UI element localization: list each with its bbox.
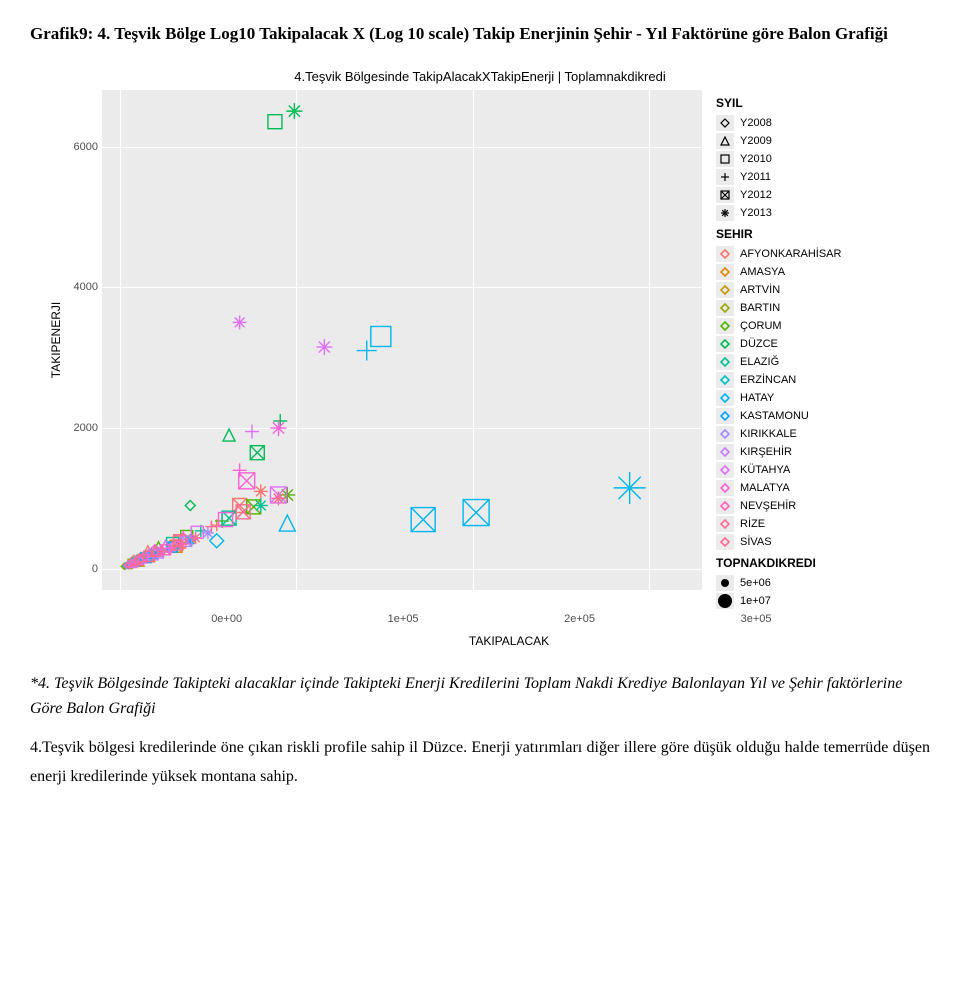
chart-container: 4.Teşvik Bölgesinde TakipAlacakXTakipEne… <box>30 65 930 648</box>
figure-caption: *4. Teşvik Bölgesinde Takipteki alacakla… <box>30 672 930 722</box>
page-heading: Grafik9: 4. Teşvik Bölge Log10 Takipalac… <box>30 20 930 47</box>
legend-item: ÇORUM <box>716 317 916 334</box>
legend-item: 1e+07 <box>716 592 916 609</box>
x-ticks: 0e+001e+052e+053e+05 <box>209 610 809 632</box>
chart-title: 4.Teşvik Bölgesinde TakipAlacakXTakipEne… <box>294 69 665 84</box>
y-axis-label: TAKIPENERJI <box>49 302 63 378</box>
legend-item: MALATYA <box>716 479 916 496</box>
body-paragraph: 4.Teşvik bölgesi kredilerinde öne çıkan … <box>30 734 930 792</box>
legend-item: AMASYA <box>716 263 916 280</box>
scatter-plot <box>102 90 702 590</box>
legend-item: ERZİNCAN <box>716 371 916 388</box>
legend-item: NEVŞEHİR <box>716 497 916 514</box>
y-ticks: 0200040006000 <box>68 90 102 590</box>
legend-item: HATAY <box>716 389 916 406</box>
legend-item: DÜZCE <box>716 335 916 352</box>
legend-item: Y2008 <box>716 114 916 131</box>
legend-item: BARTIN <box>716 299 916 316</box>
legend-item: Y2010 <box>716 150 916 167</box>
legend-item: AFYONKARAHİSAR <box>716 245 916 262</box>
legend-item: SİVAS <box>716 533 916 550</box>
legend-item: KIRIKKALE <box>716 425 916 442</box>
x-axis-label: TAKIPALACAK <box>209 634 809 648</box>
legend-item: 5e+06 <box>716 574 916 591</box>
legend-item: ELAZIĞ <box>716 353 916 370</box>
legend-item: ARTVİN <box>716 281 916 298</box>
legend-item: Y2011 <box>716 168 916 185</box>
legend-item: Y2009 <box>716 132 916 149</box>
legend-item: RİZE <box>716 515 916 532</box>
legend-item: Y2013 <box>716 204 916 221</box>
legend-item: KÜTAHYA <box>716 461 916 478</box>
legend: SYILY2008Y2009Y2010Y2011Y2012Y2013SEHIRA… <box>716 90 916 610</box>
legend-item: KASTAMONU <box>716 407 916 424</box>
legend-item: Y2012 <box>716 186 916 203</box>
legend-item: KIRŞEHİR <box>716 443 916 460</box>
